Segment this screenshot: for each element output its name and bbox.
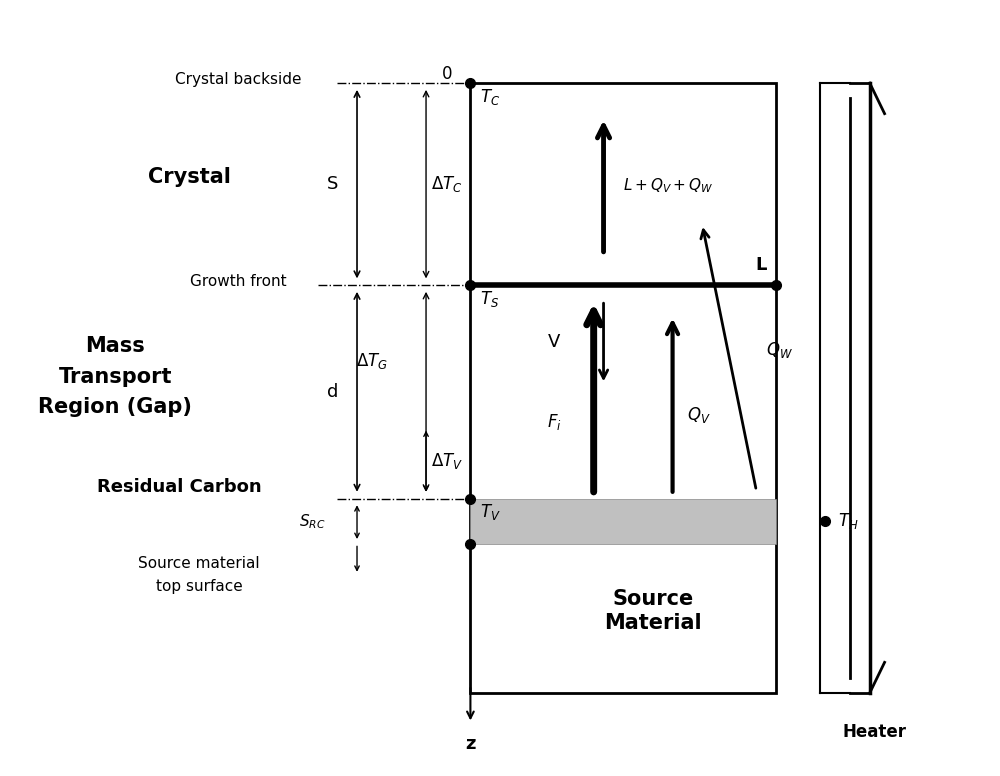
Text: d: d — [327, 383, 338, 401]
Text: Source
Material: Source Material — [604, 589, 702, 632]
Text: $\Delta T_C$: $\Delta T_C$ — [431, 174, 463, 194]
Text: top surface: top surface — [156, 579, 243, 594]
Text: Residual Carbon: Residual Carbon — [97, 478, 262, 496]
Text: Crystal: Crystal — [148, 167, 231, 186]
Text: $\Delta T_V$: $\Delta T_V$ — [431, 451, 463, 471]
Text: $F_i$: $F_i$ — [547, 412, 562, 432]
Bar — [470, 498, 776, 544]
Text: $\Delta T_G$: $\Delta T_G$ — [356, 352, 388, 372]
Text: $T_C$: $T_C$ — [480, 87, 501, 107]
Bar — [470, 83, 776, 693]
Text: Crystal backside: Crystal backside — [175, 72, 302, 87]
Text: Transport: Transport — [59, 366, 172, 386]
Text: Mass: Mass — [86, 336, 145, 356]
Text: Region (Gap): Region (Gap) — [38, 397, 192, 417]
Text: $L+Q_V+Q_W$: $L+Q_V+Q_W$ — [623, 177, 714, 196]
Text: $T_V$: $T_V$ — [480, 502, 501, 522]
Text: 0: 0 — [442, 65, 453, 83]
Text: L: L — [756, 255, 767, 274]
Text: $Q_W$: $Q_W$ — [766, 340, 793, 360]
Text: S: S — [327, 175, 338, 193]
Text: Source material: Source material — [138, 556, 260, 571]
Text: $Q_V$: $Q_V$ — [687, 404, 711, 424]
Text: $T_S$: $T_S$ — [480, 289, 499, 309]
Text: z: z — [465, 735, 476, 753]
Text: Growth front: Growth front — [190, 274, 287, 289]
Text: V: V — [548, 333, 560, 352]
Text: $T_H$: $T_H$ — [838, 511, 859, 532]
Text: $S_{RC}$: $S_{RC}$ — [299, 512, 326, 531]
Text: Heater: Heater — [843, 723, 907, 741]
